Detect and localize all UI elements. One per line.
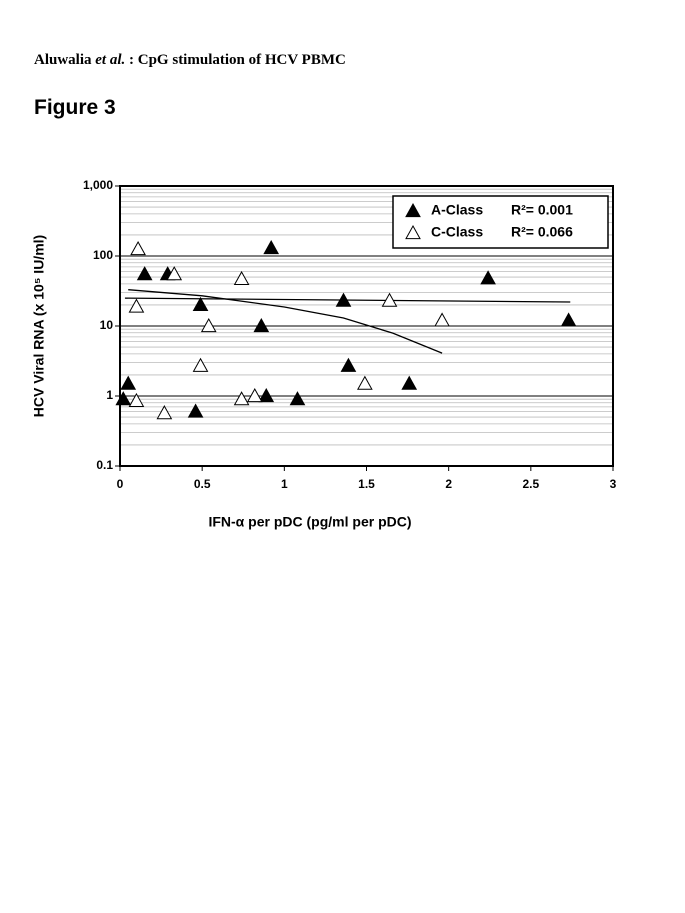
point [258, 387, 275, 403]
point [480, 270, 496, 285]
legend-r2: R²= 0.001 [511, 202, 573, 218]
trend-line [128, 289, 443, 354]
header-author: Aluwalia [34, 52, 96, 68]
point [128, 298, 145, 313]
figure-label: Figure 3 [34, 96, 116, 119]
point [434, 312, 450, 327]
x-tick-label: 3 [610, 477, 617, 491]
x-tick-label: 2.5 [522, 477, 539, 491]
point [192, 357, 209, 372]
point [156, 405, 173, 420]
point [560, 312, 577, 327]
point [200, 317, 217, 333]
point [128, 392, 145, 408]
header-etal: et al. [95, 52, 126, 68]
legend-marker [405, 202, 421, 218]
x-tick-label: 1.5 [358, 477, 375, 491]
point [120, 375, 137, 390]
x-tick-label: 1 [281, 477, 288, 491]
y-axis-label: HCV Viral RNA (x 10⁵ IU/ml) [31, 235, 47, 417]
point [289, 391, 306, 406]
point [263, 239, 280, 255]
legend-box [392, 195, 609, 249]
point [115, 391, 132, 406]
x-tick-label: 0 [117, 477, 124, 491]
y-tick-label: 100 [93, 248, 113, 262]
point [233, 391, 250, 406]
point [401, 375, 418, 390]
header-rest: : CpG stimulation of HCV PBMC [125, 52, 346, 68]
x-tick-label: 0.5 [194, 477, 211, 491]
point [357, 375, 373, 390]
point [253, 317, 270, 333]
y-tick-label: 1,000 [83, 178, 113, 192]
point [233, 270, 250, 286]
y-tick-label: 1 [106, 388, 113, 402]
x-axis-label: IFN-α per pDC (pg/ml per pDC) [208, 514, 411, 530]
point [340, 357, 357, 372]
point [192, 296, 209, 312]
x-tick-label: 2 [445, 477, 452, 491]
point [381, 292, 398, 307]
point [246, 387, 263, 403]
point [335, 292, 352, 307]
legend-marker [405, 224, 421, 240]
point [130, 240, 146, 256]
header: Aluwalia et al. : CpG stimulation of HCV… [34, 52, 346, 69]
point [136, 266, 153, 281]
plot-frame [119, 185, 614, 467]
point [166, 266, 183, 281]
legend-r2: R²= 0.066 [511, 224, 573, 240]
y-tick-label: 10 [100, 318, 114, 332]
legend-label: C-Class [431, 224, 483, 240]
y-tick-label: 0.1 [96, 458, 113, 472]
legend-label: A-Class [431, 202, 483, 218]
point [187, 403, 204, 418]
